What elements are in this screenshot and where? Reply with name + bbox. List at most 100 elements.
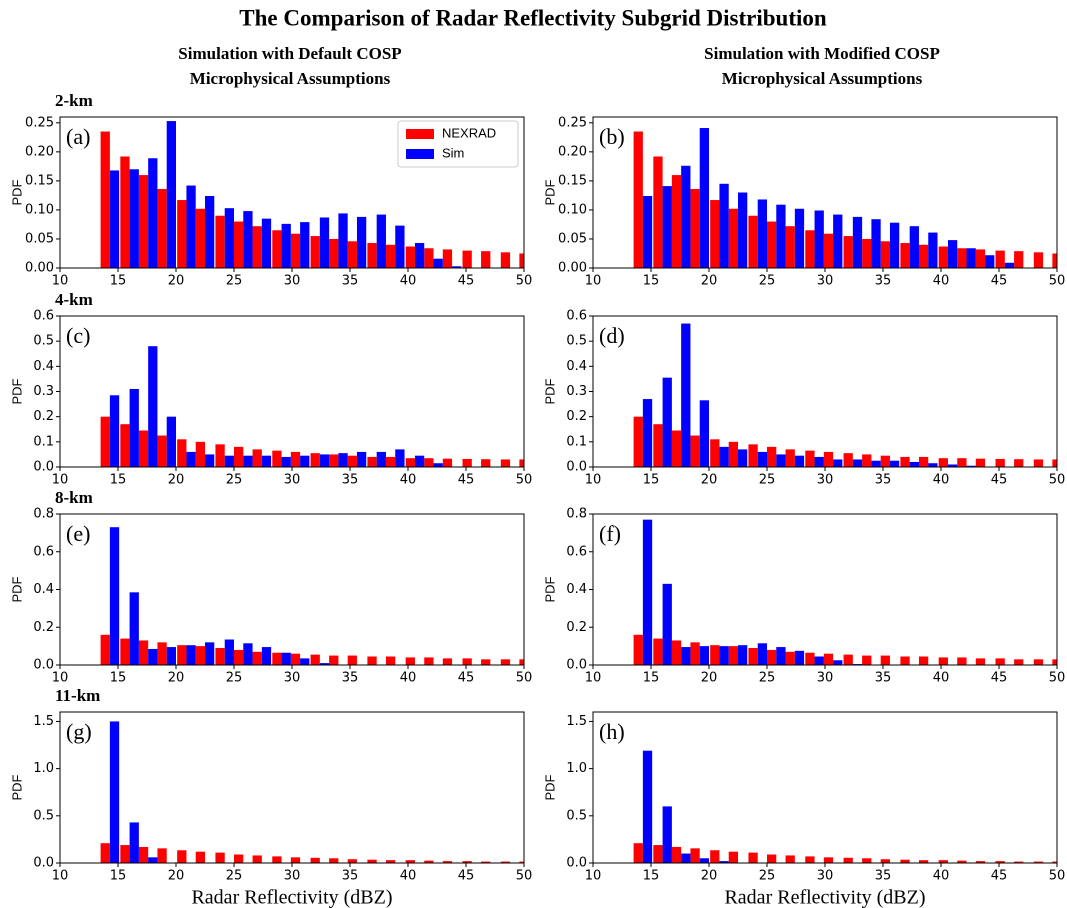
bar bbox=[500, 252, 511, 268]
bar bbox=[186, 451, 196, 467]
x-tick-label: 30 bbox=[284, 274, 301, 289]
bar bbox=[938, 657, 948, 665]
x-tick-label: 50 bbox=[1049, 869, 1066, 884]
bar bbox=[129, 169, 139, 268]
x-tick-label: 15 bbox=[643, 869, 660, 884]
bar bbox=[748, 444, 758, 467]
bar bbox=[442, 861, 453, 863]
bar bbox=[966, 465, 976, 467]
bar bbox=[776, 454, 786, 467]
bar bbox=[785, 449, 795, 467]
bar bbox=[909, 461, 919, 467]
bar bbox=[243, 643, 253, 665]
bar bbox=[166, 416, 176, 467]
bar bbox=[481, 659, 491, 665]
bar bbox=[814, 656, 824, 665]
y-tick-label: 0.0 bbox=[566, 460, 587, 475]
y-tick-label: 0.3 bbox=[566, 384, 587, 399]
bar bbox=[1004, 262, 1015, 268]
bar bbox=[424, 860, 434, 863]
legend-label: Sim bbox=[442, 145, 464, 160]
bar bbox=[138, 846, 149, 863]
bar bbox=[157, 435, 167, 467]
bar bbox=[329, 858, 339, 863]
y-tick-label: 0.2 bbox=[33, 409, 54, 424]
column-title: Microphysical Assumptions bbox=[190, 69, 391, 88]
y-tick-label: 0.4 bbox=[566, 582, 587, 597]
bar bbox=[738, 645, 748, 665]
bar bbox=[823, 857, 834, 863]
bar bbox=[653, 638, 663, 665]
x-tick-label: 20 bbox=[168, 869, 185, 884]
bar bbox=[918, 860, 929, 863]
x-tick-label: 35 bbox=[875, 869, 892, 884]
bar bbox=[918, 456, 929, 467]
y-tick-label: 0.20 bbox=[25, 144, 54, 159]
bar bbox=[757, 199, 767, 268]
y-tick-label: 0.00 bbox=[558, 261, 587, 276]
bar bbox=[823, 233, 834, 268]
bar bbox=[710, 850, 720, 863]
bar bbox=[224, 639, 234, 665]
panel-label: (f) bbox=[599, 521, 621, 546]
bar bbox=[794, 208, 805, 268]
y-tick-label: 0.0 bbox=[33, 658, 54, 673]
bar bbox=[157, 642, 167, 665]
bar bbox=[852, 216, 863, 268]
bar bbox=[995, 250, 1005, 268]
x-tick-label: 15 bbox=[110, 671, 127, 686]
bar bbox=[928, 463, 938, 467]
y-tick-label: 0.4 bbox=[33, 359, 54, 374]
bar bbox=[272, 230, 282, 268]
bar bbox=[290, 233, 301, 268]
bar bbox=[785, 651, 795, 665]
bar bbox=[900, 656, 910, 665]
x-axis-label: Radar Reflectivity (dBZ) bbox=[724, 887, 925, 908]
bar bbox=[852, 459, 863, 467]
bar bbox=[234, 649, 244, 665]
bar bbox=[252, 651, 262, 665]
bar bbox=[109, 395, 120, 467]
bar bbox=[329, 655, 339, 665]
panel-label: (d) bbox=[599, 323, 625, 348]
x-tick-label: 30 bbox=[284, 473, 301, 488]
bar bbox=[900, 243, 910, 268]
bar bbox=[157, 189, 167, 268]
bar bbox=[719, 183, 729, 268]
bar bbox=[186, 185, 196, 268]
bar bbox=[843, 654, 853, 665]
bar bbox=[633, 131, 643, 268]
x-tick-label: 20 bbox=[701, 473, 718, 488]
x-tick-label: 15 bbox=[643, 274, 660, 289]
bar bbox=[290, 451, 301, 467]
bars bbox=[633, 750, 1057, 863]
bar bbox=[947, 464, 958, 467]
bar bbox=[690, 848, 700, 863]
bar bbox=[699, 400, 709, 467]
bar bbox=[347, 655, 357, 665]
bar bbox=[367, 456, 377, 467]
bar bbox=[719, 646, 729, 665]
bars bbox=[100, 121, 524, 268]
bar bbox=[281, 456, 291, 467]
y-tick-label: 0.2 bbox=[566, 409, 587, 424]
x-tick-label: 15 bbox=[110, 869, 127, 884]
bar bbox=[653, 424, 663, 467]
bar bbox=[405, 458, 415, 467]
y-tick-label: 0.5 bbox=[33, 334, 54, 349]
bar bbox=[728, 208, 738, 268]
bar bbox=[671, 175, 682, 268]
x-tick-label: 30 bbox=[284, 869, 301, 884]
bar bbox=[985, 255, 995, 268]
y-tick-label: 0.6 bbox=[566, 309, 587, 324]
x-tick-label: 35 bbox=[342, 473, 359, 488]
bar bbox=[252, 855, 262, 863]
y-tick-label: 0.15 bbox=[25, 173, 54, 188]
bar bbox=[385, 860, 396, 863]
bar bbox=[900, 456, 910, 467]
x-tick-label: 45 bbox=[458, 274, 475, 289]
bar bbox=[424, 657, 434, 665]
bar bbox=[880, 241, 890, 268]
bar bbox=[862, 655, 872, 665]
